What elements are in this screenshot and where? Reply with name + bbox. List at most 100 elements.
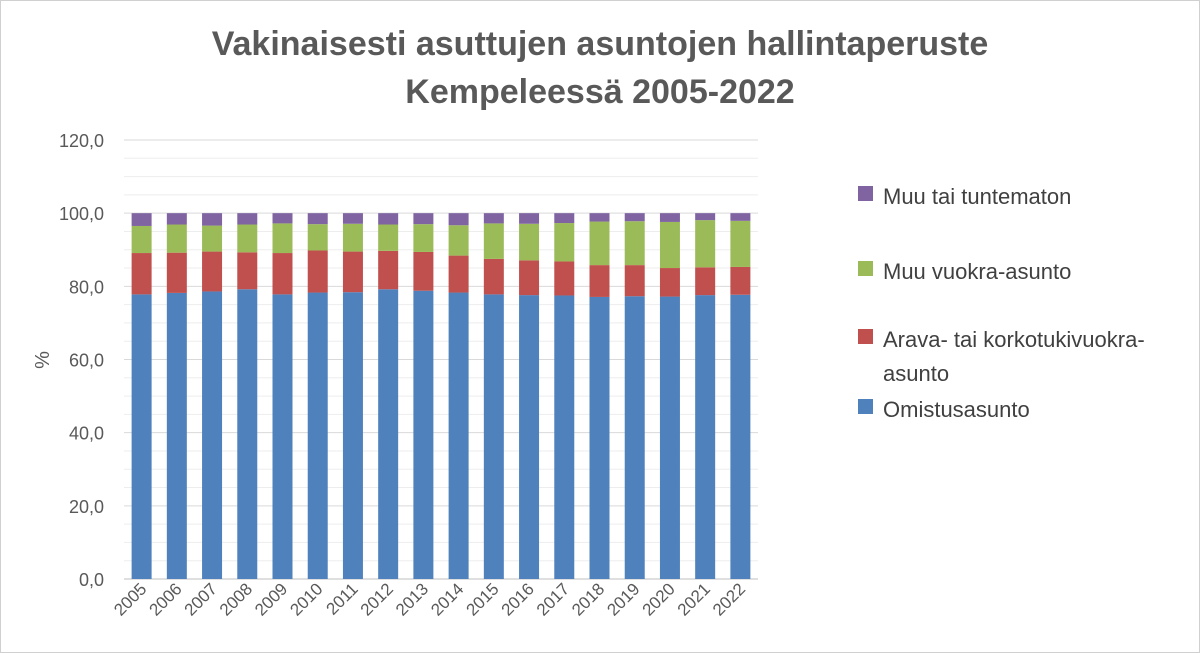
y-tick-label: 100,0 <box>59 204 104 224</box>
bar-segment <box>483 258 504 295</box>
bar-segment <box>624 213 645 222</box>
bar-segment <box>554 213 575 224</box>
bar-segment <box>307 213 328 225</box>
legend-label: Arava- tai korkotukivuokra-asunto <box>883 327 1145 386</box>
x-tick-label: 2007 <box>181 579 221 619</box>
bar-segment <box>519 295 540 579</box>
x-tick-label: 2006 <box>145 579 185 619</box>
bar-segment <box>659 213 680 222</box>
gridlines <box>124 139 758 580</box>
bar-segment <box>695 220 716 268</box>
bar-stack-2015 <box>483 213 504 579</box>
bar-segment <box>237 213 258 225</box>
bar-segment <box>131 225 152 254</box>
bar-segment <box>166 213 187 225</box>
bar-segment <box>659 268 680 297</box>
bar-segment <box>202 251 223 292</box>
legend-item-arava-tai-korkotukivuokra-asunto: Arava- tai korkotukivuokra-asunto <box>858 323 1176 391</box>
bar-stack-2006 <box>166 213 187 579</box>
bar-segment <box>237 252 258 290</box>
bar-segment <box>166 292 187 579</box>
bar-stack-2010 <box>307 213 328 579</box>
y-tick-label: 80,0 <box>69 277 104 297</box>
bar-stack-2011 <box>342 213 363 579</box>
legend-swatch <box>858 186 873 201</box>
y-tick-label: 20,0 <box>69 497 104 517</box>
bar-segment <box>554 223 575 262</box>
x-tick-label: 2020 <box>639 579 679 619</box>
bar-segment <box>695 267 716 296</box>
bar-segment <box>307 292 328 579</box>
y-tick-label: 120,0 <box>59 131 104 151</box>
bar-stack-2005 <box>131 213 152 579</box>
bar-stack-2016 <box>519 213 540 579</box>
bar-segment <box>342 251 363 293</box>
legend-item-muu-vuokra-asunto: Muu vuokra-asunto <box>858 255 1071 289</box>
bar-segment <box>237 289 258 579</box>
x-tick-label: 2011 <box>322 579 361 618</box>
x-tick-labels: 2005200620072008200920102011201220132014… <box>110 579 749 619</box>
bar-segment <box>413 224 434 252</box>
y-tick-labels: 0,0 20,0 40,0 60,0 80,0 100,0 120,0 <box>59 131 104 590</box>
chart-title-line-2: Kempeleessä 2005-2022 <box>405 73 795 111</box>
bar-segment <box>483 294 504 579</box>
bar-stacks <box>131 213 751 579</box>
bar-segment <box>519 260 540 296</box>
bar-segment <box>589 221 610 266</box>
bar-segment <box>624 296 645 579</box>
bar-segment <box>554 295 575 579</box>
bar-segment <box>624 265 645 297</box>
legend-label: Omistusasunto <box>883 397 1030 422</box>
bar-segment <box>202 225 223 252</box>
bar-segment <box>483 223 504 259</box>
bar-stack-2019 <box>624 213 645 579</box>
bar-stack-2008 <box>237 213 258 579</box>
y-tick-label: 60,0 <box>69 351 104 371</box>
bar-segment <box>342 213 363 224</box>
y-tick-label: 40,0 <box>69 424 104 444</box>
x-tick-label: 2008 <box>216 579 256 619</box>
x-tick-label: 2005 <box>110 579 150 619</box>
bar-segment <box>413 213 434 225</box>
bar-segment <box>554 261 575 296</box>
y-axis-label: % <box>32 351 54 369</box>
bar-segment <box>413 290 434 579</box>
x-tick-label: 2019 <box>603 579 643 619</box>
x-tick-label: 2017 <box>533 579 573 619</box>
bar-stack-2018 <box>589 213 610 579</box>
bar-segment <box>378 213 399 225</box>
legend-item-omistusasunto: Omistusasunto <box>858 393 1030 427</box>
bar-segment <box>624 221 645 266</box>
bar-segment <box>378 289 399 579</box>
x-tick-label: 2018 <box>568 579 608 619</box>
bar-segment <box>519 223 540 261</box>
x-tick-label: 2012 <box>357 579 397 619</box>
legend-label: Muu vuokra-asunto <box>883 259 1072 284</box>
bar-segment <box>202 213 223 226</box>
bar-segment <box>272 223 293 254</box>
bar-segment <box>342 292 363 579</box>
bar-stack-2022 <box>730 213 751 579</box>
bar-segment <box>131 253 152 295</box>
bar-segment <box>519 213 540 224</box>
bar-segment <box>272 253 293 295</box>
legend-swatch <box>858 399 873 414</box>
bar-stack-2017 <box>554 213 575 579</box>
bar-segment <box>413 251 434 291</box>
x-tick-label: 2010 <box>286 579 326 619</box>
legend-label: Muu tai tuntematon <box>883 184 1072 209</box>
bar-segment <box>448 213 469 226</box>
bar-segment <box>659 221 680 269</box>
bar-segment <box>483 213 504 224</box>
bar-segment <box>448 225 469 256</box>
bar-segment <box>131 294 152 579</box>
bar-segment <box>589 296 610 579</box>
bar-segment <box>695 213 716 221</box>
bar-segment <box>730 220 751 267</box>
x-tick-label: 2016 <box>498 579 538 619</box>
x-tick-label: 2013 <box>392 579 432 619</box>
bar-stack-2021 <box>695 213 716 579</box>
y-tick-label: 0,0 <box>79 570 104 590</box>
bar-segment <box>730 213 751 221</box>
